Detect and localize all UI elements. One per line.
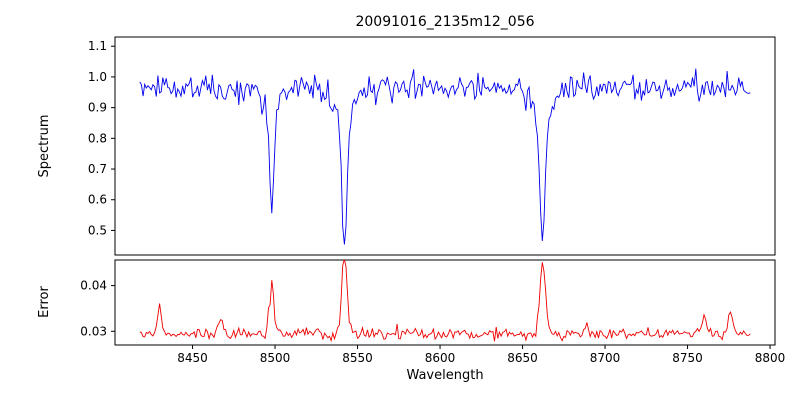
error-line [139, 260, 751, 343]
x-tick-label: 8550 [342, 351, 373, 365]
x-axis-label: Wavelength [406, 368, 483, 383]
axes-frame-spectrum [114, 36, 776, 256]
y-tick-label: 0.7 [88, 162, 107, 176]
x-tick-label: 8600 [425, 351, 456, 365]
y-tick-label: 1.0 [88, 70, 107, 84]
x-tick-label: 8500 [260, 351, 291, 365]
x-tick-label: 8750 [672, 351, 703, 365]
y-tick-label: 0.6 [88, 193, 107, 207]
axis-ticks: 0.5 0.6 0.7 0.8 0.9 1.0 1.1 0.03 0.04 8450 8500 855… [80, 39, 785, 365]
y-tick-label: 0.5 [88, 223, 107, 237]
data-series [139, 68, 751, 343]
y-tick-label: 0.03 [80, 324, 107, 338]
y-tick-label: 0.04 [80, 279, 107, 293]
x-tick-label: 8650 [507, 351, 538, 365]
y-axis-label-spectrum: Spectrum [37, 115, 52, 178]
spectrum-line [139, 68, 751, 245]
y-tick-label: 0.8 [88, 131, 107, 145]
y-axis-label-error: Error [37, 286, 52, 318]
axes-frames [114, 36, 776, 346]
y-tick-label: 0.9 [88, 101, 107, 115]
x-tick-label: 8800 [755, 351, 786, 365]
chart-title: 20091016_2135m12_056 [355, 14, 534, 30]
x-tick-label: 8700 [590, 351, 621, 365]
y-tick-label: 1.1 [88, 39, 107, 53]
x-tick-label: 8450 [177, 351, 208, 365]
axes-frame-error [114, 259, 776, 346]
